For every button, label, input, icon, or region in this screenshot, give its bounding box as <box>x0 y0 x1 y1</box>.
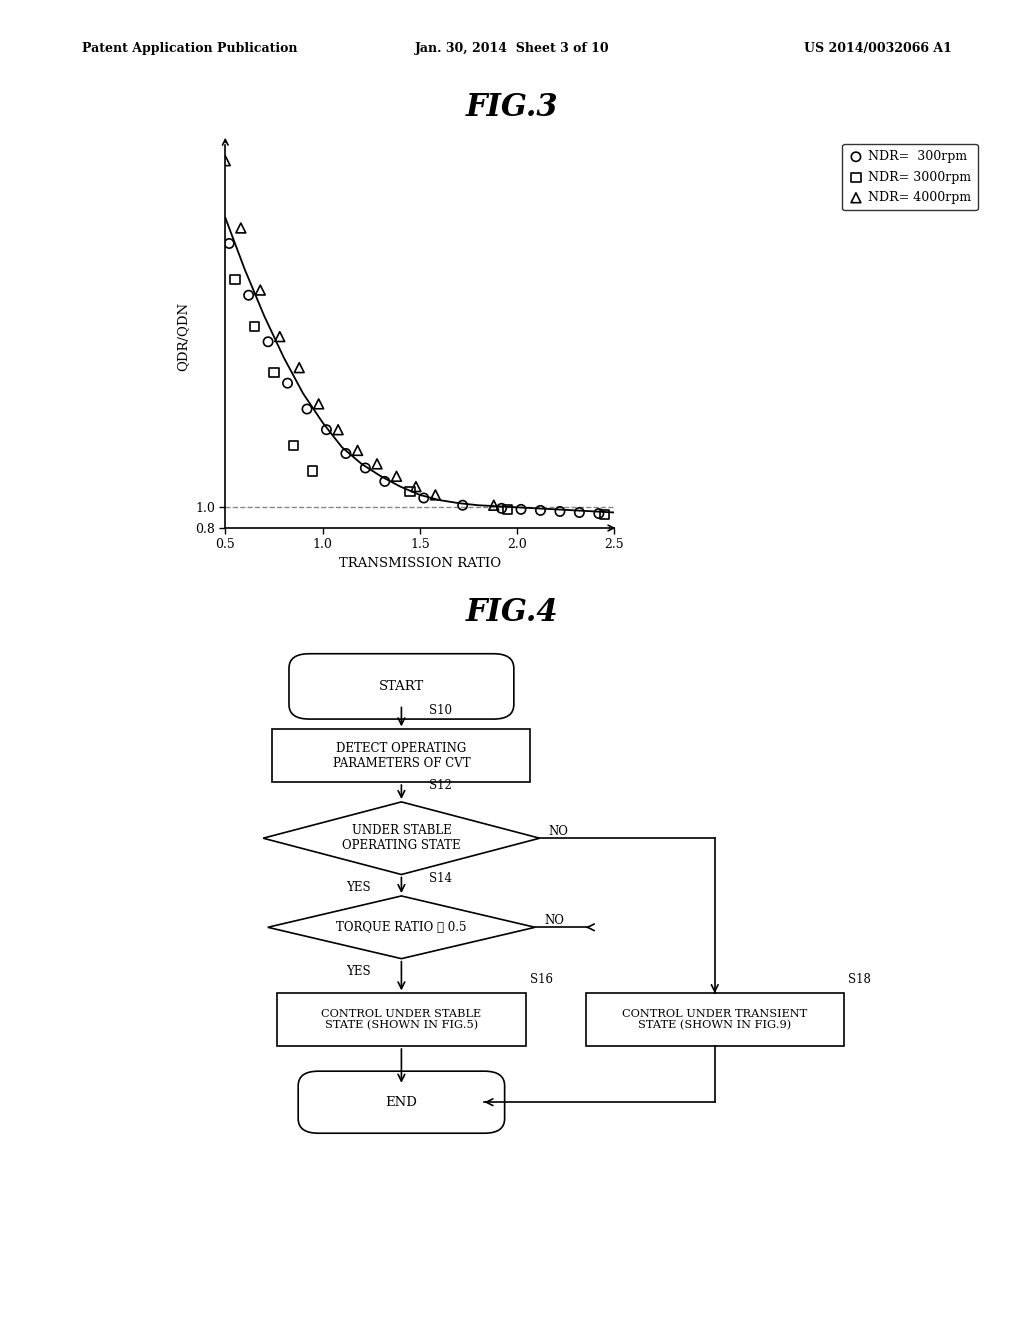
Text: YES: YES <box>346 965 371 978</box>
Text: S12: S12 <box>429 779 452 792</box>
Text: FIG.3: FIG.3 <box>466 92 558 123</box>
NDR= 4000rpm <box>310 393 327 414</box>
Text: S16: S16 <box>530 973 553 986</box>
NDR= 3000rpm <box>596 504 612 525</box>
NDR= 4000rpm <box>388 466 404 487</box>
Text: S10: S10 <box>429 704 452 717</box>
NDR=  300rpm <box>552 500 568 521</box>
NDR= 3000rpm <box>401 482 418 503</box>
NDR= 4000rpm <box>232 218 249 239</box>
NDR=  300rpm <box>280 372 296 393</box>
Text: NO: NO <box>549 825 568 838</box>
FancyBboxPatch shape <box>298 1072 505 1133</box>
NDR=  300rpm <box>494 498 510 519</box>
NDR= 3000rpm <box>266 362 283 383</box>
NDR= 4000rpm <box>291 358 307 379</box>
Y-axis label: QDR/QDN: QDR/QDN <box>176 302 189 371</box>
Text: UNDER STABLE
OPERATING STATE: UNDER STABLE OPERATING STATE <box>342 824 461 853</box>
Text: CONTROL UNDER TRANSIENT
STATE (SHOWN IN FIG.9): CONTROL UNDER TRANSIENT STATE (SHOWN IN … <box>623 1008 807 1031</box>
Polygon shape <box>268 896 536 958</box>
NDR= 4000rpm <box>271 326 288 347</box>
NDR= 4000rpm <box>349 440 366 461</box>
NDR= 4000rpm <box>485 495 502 516</box>
NDR=  300rpm <box>416 487 432 508</box>
Text: START: START <box>379 680 424 693</box>
Text: S18: S18 <box>849 973 871 986</box>
NDR= 4000rpm <box>408 477 424 498</box>
Bar <box>586 993 844 1045</box>
NDR=  300rpm <box>532 500 549 521</box>
NDR=  300rpm <box>571 502 588 523</box>
Text: TORQUE RATIO ≧ 0.5: TORQUE RATIO ≧ 0.5 <box>336 921 467 933</box>
NDR= 3000rpm <box>500 499 515 520</box>
NDR=  300rpm <box>513 499 529 520</box>
Text: CONTROL UNDER STABLE
STATE (SHOWN IN FIG.5): CONTROL UNDER STABLE STATE (SHOWN IN FIG… <box>322 1008 481 1031</box>
NDR= 3000rpm <box>246 315 262 337</box>
NDR=  300rpm <box>338 444 354 465</box>
NDR= 3000rpm <box>305 461 322 482</box>
NDR=  300rpm <box>591 503 607 524</box>
NDR= 4000rpm <box>427 484 443 506</box>
NDR= 3000rpm <box>227 269 244 290</box>
NDR=  300rpm <box>357 458 374 479</box>
NDR=  300rpm <box>241 285 257 306</box>
Bar <box>272 729 530 781</box>
Text: END: END <box>385 1096 418 1109</box>
NDR=  300rpm <box>260 331 276 352</box>
Text: US 2014/0032066 A1: US 2014/0032066 A1 <box>805 42 952 55</box>
NDR= 4000rpm <box>369 453 385 474</box>
NDR= 4000rpm <box>217 150 233 172</box>
Text: Jan. 30, 2014  Sheet 3 of 10: Jan. 30, 2014 Sheet 3 of 10 <box>415 42 609 55</box>
NDR= 3000rpm <box>285 434 301 455</box>
NDR=  300rpm <box>221 232 238 253</box>
NDR= 4000rpm <box>330 420 346 441</box>
Text: YES: YES <box>346 880 371 894</box>
NDR=  300rpm <box>377 471 393 492</box>
NDR=  300rpm <box>455 495 471 516</box>
Text: S14: S14 <box>429 873 452 884</box>
Bar <box>276 993 526 1045</box>
Text: Patent Application Publication: Patent Application Publication <box>82 42 297 55</box>
NDR=  300rpm <box>299 399 315 420</box>
Text: DETECT OPERATING
PARAMETERS OF CVT: DETECT OPERATING PARAMETERS OF CVT <box>333 742 470 770</box>
Text: FIG.4: FIG.4 <box>466 597 558 627</box>
Polygon shape <box>263 801 540 874</box>
Legend: NDR=  300rpm, NDR= 3000rpm, NDR= 4000rpm: NDR= 300rpm, NDR= 3000rpm, NDR= 4000rpm <box>842 144 978 210</box>
FancyBboxPatch shape <box>289 653 514 719</box>
NDR= 4000rpm <box>252 280 268 301</box>
X-axis label: TRANSMISSION RATIO: TRANSMISSION RATIO <box>339 557 501 570</box>
Text: NO: NO <box>545 913 564 927</box>
NDR=  300rpm <box>318 420 335 441</box>
